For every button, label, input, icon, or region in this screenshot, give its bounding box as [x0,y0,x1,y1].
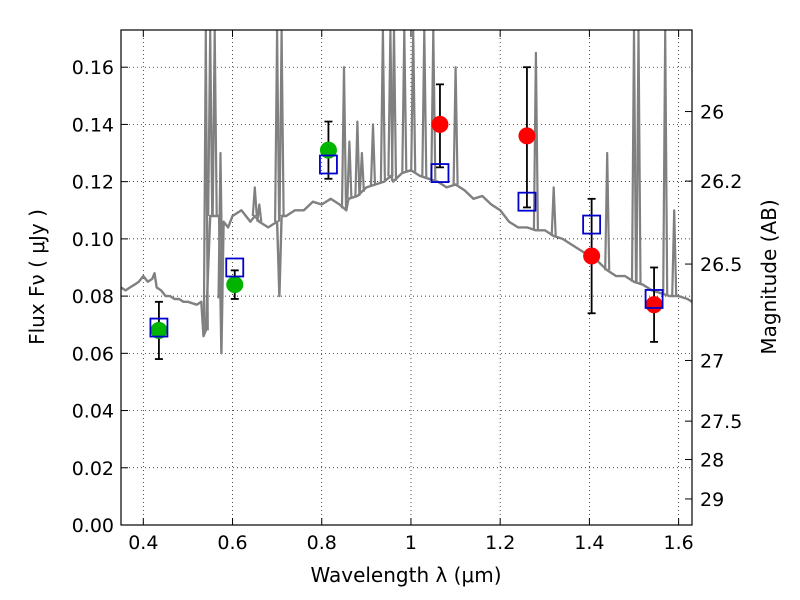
data-point [583,247,601,265]
y-tick-label: 0.10 [72,229,114,251]
model-point [319,154,338,175]
right-tick-label: 26.5 [700,254,742,276]
grid [121,30,692,526]
ticks: 0.4 0.6 0.8 1 1.2 1.4 1.6 0.00 0.02 0.04 0.06 0.08 0… [72,30,742,554]
emission-line-spike [358,151,365,192]
emission-line-spike [550,186,557,237]
x-tick-label: 1.6 [664,532,694,554]
y-axis-label-right: Magnitude (AB) [757,199,781,354]
emission-line-spike [217,151,224,299]
right-tick-label: 27 [700,350,724,372]
emission-line-spike [421,30,428,178]
axes [120,29,693,526]
data-point [431,115,449,133]
y-axis-label: Flux Fν ( μJy ) [25,209,49,345]
emission-line-spike [340,66,348,209]
x-tick-label: 1.2 [485,532,515,554]
emission-line-spike [274,30,281,222]
y-tick-label: 0.00 [72,515,114,537]
emission-line-spike [369,123,377,186]
emission-line-spike [630,30,638,282]
model-point [430,163,450,183]
emission-line-spike [671,209,678,297]
template-spectrum-line [121,169,692,355]
emission-line-spike [604,151,611,271]
right-tick-label: 28 [700,449,724,471]
x-tick-label: 1 [405,532,417,554]
y-tick-label: 0.16 [72,57,114,79]
right-tick-label: 26 [700,102,724,124]
y-tick-label: 0.04 [72,401,114,423]
data-point [226,276,244,294]
right-tick-label: 26.2 [700,171,742,193]
data-point [645,296,663,314]
emission-line-spike [202,30,209,331]
right-tick-label: 27.5 [700,411,742,433]
model-point [149,317,169,338]
emission-line-spike [452,66,459,185]
y-tick-label: 0.14 [72,114,114,136]
emission-line-spike [401,30,408,173]
data-point [518,127,536,145]
y-tick-label: 0.08 [72,286,114,308]
emission-line-spike [390,30,398,181]
x-axis-label: Wavelength λ (μm) [310,563,501,587]
emission-line-spike [346,140,353,199]
plot-frame [120,29,693,526]
model-point [644,289,664,309]
y-tick-label: 0.06 [72,343,114,365]
model-point [582,214,602,235]
emission-line-spike [354,120,361,197]
x-tick-label: 0.4 [128,532,158,554]
y-tick-label: 0.02 [72,458,114,480]
emission-line-spike [207,30,214,217]
data-point [319,141,337,159]
plot-area [121,30,692,360]
right-tick-label: 29 [700,489,724,511]
x-tick-label: 0.8 [307,532,337,554]
emission-line-spike [410,30,417,172]
model-point [517,191,537,212]
emission-line-spike [635,30,642,284]
emission-line-spike [532,51,539,231]
model-point [225,257,245,278]
emission-line-spike [251,186,258,217]
y-tick-label: 0.12 [72,172,114,194]
emission-line-spike [278,30,285,217]
emission-line-spike [379,30,386,183]
emission-line-spike [211,30,218,217]
emission-line-spike [256,203,263,222]
x-tick-label: 0.6 [217,532,247,554]
x-tick-label: 1.4 [574,532,604,554]
emission-line-spike [662,30,669,295]
